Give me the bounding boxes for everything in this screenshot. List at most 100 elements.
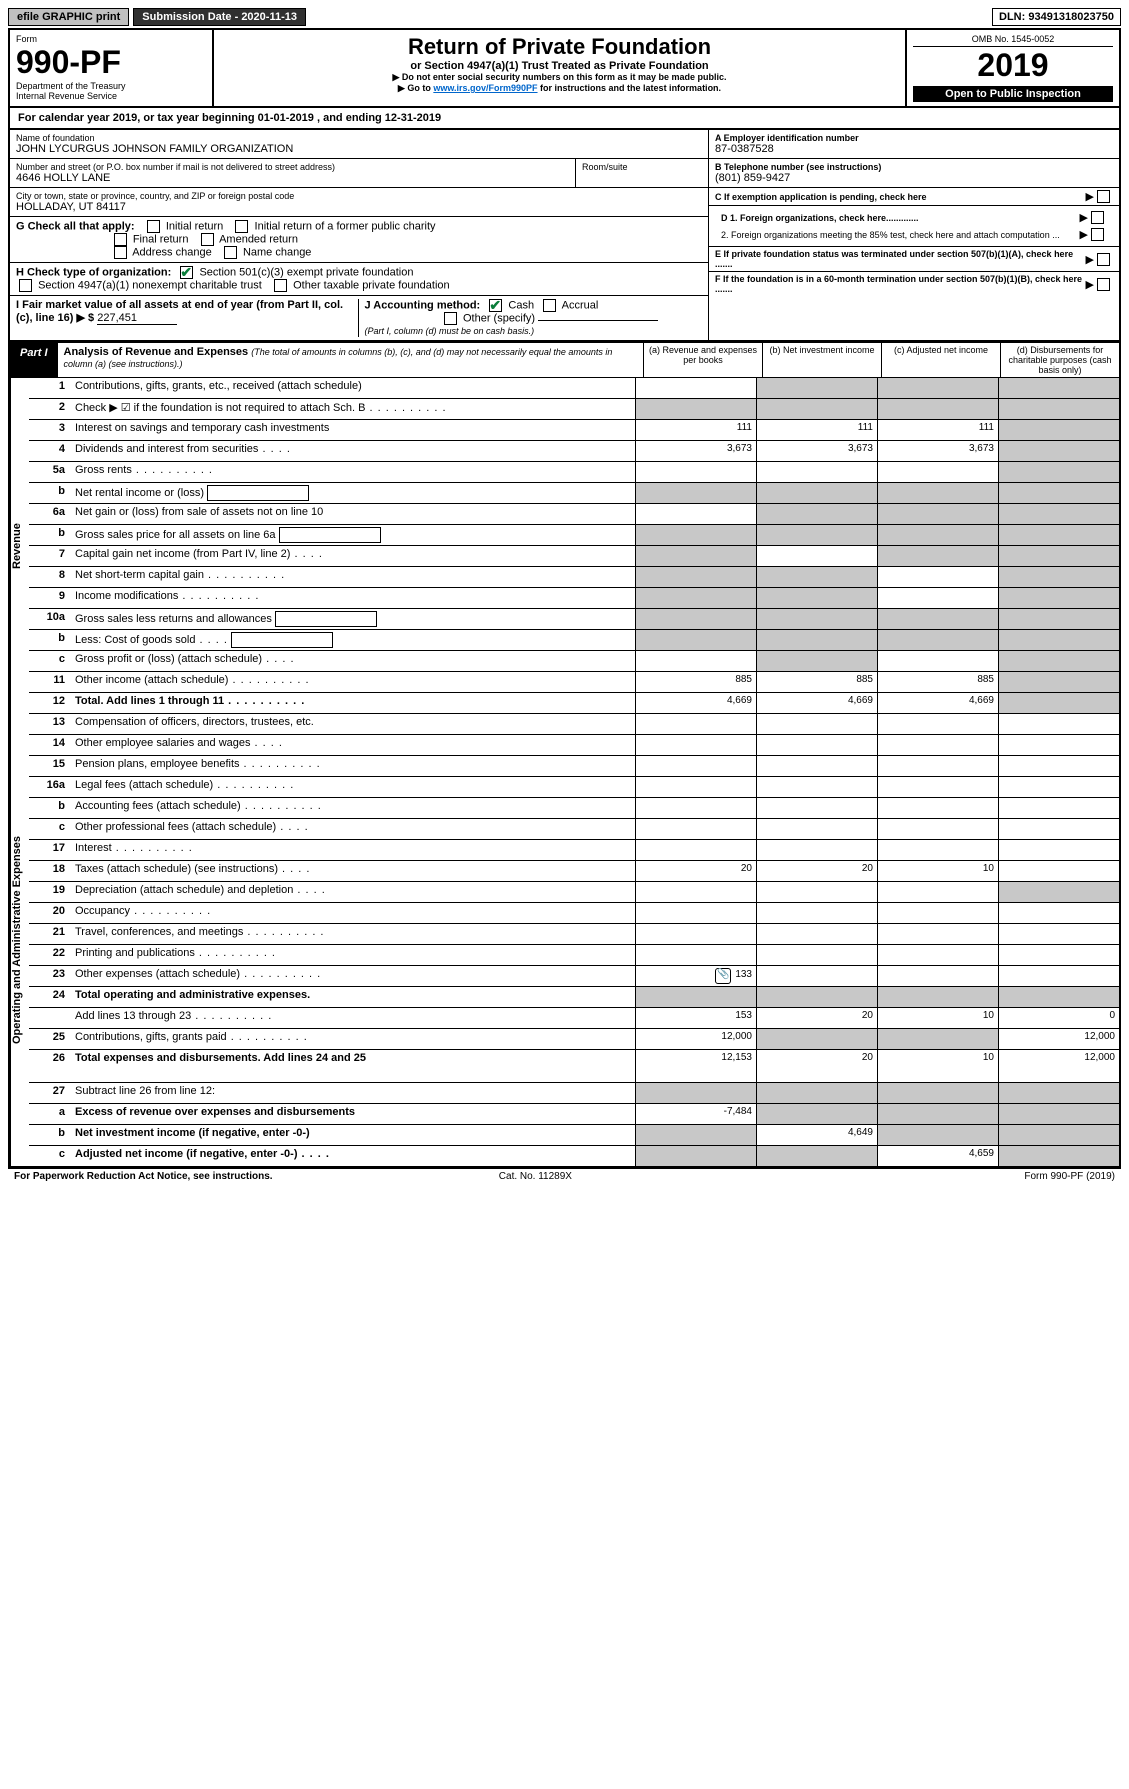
a-label: A Employer identification number bbox=[715, 133, 1113, 143]
d1-checkbox[interactable] bbox=[1091, 211, 1104, 224]
irs-link[interactable]: www.irs.gov/Form990PF bbox=[433, 83, 537, 93]
header-right: OMB No. 1545-0052 2019 Open to Public In… bbox=[905, 30, 1119, 106]
tax-year: 2019 bbox=[913, 47, 1113, 84]
line-18: Taxes (attach schedule) (see instruction… bbox=[71, 861, 635, 881]
form-number: 990-PF bbox=[16, 44, 206, 81]
line-27: Subtract line 26 from line 12: bbox=[71, 1083, 635, 1103]
b-label: B Telephone number (see instructions) bbox=[715, 162, 1113, 172]
line-7: Capital gain net income (from Part IV, l… bbox=[71, 546, 635, 566]
line-27a: Excess of revenue over expenses and disb… bbox=[71, 1104, 635, 1124]
attachment-icon[interactable]: 📎 bbox=[715, 968, 731, 984]
foundation-name: JOHN LYCURGUS JOHNSON FAMILY ORGANIZATIO… bbox=[16, 143, 702, 155]
other-specify-line bbox=[538, 320, 658, 321]
line-14: Other employee salaries and wages bbox=[71, 735, 635, 755]
cash-checkbox[interactable] bbox=[489, 299, 502, 312]
form-container: Form 990-PF Department of the Treasury I… bbox=[8, 28, 1121, 1168]
form-header: Form 990-PF Department of the Treasury I… bbox=[10, 30, 1119, 108]
g-opt-0: Initial return bbox=[166, 220, 223, 232]
top-bar: efile GRAPHIC print Submission Date - 20… bbox=[8, 8, 1121, 26]
form-subtitle: or Section 4947(a)(1) Trust Treated as P… bbox=[220, 60, 899, 72]
right-info-block: A Employer identification number 87-0387… bbox=[708, 130, 1119, 340]
e-checkbox[interactable] bbox=[1097, 253, 1110, 266]
line-10b: Less: Cost of goods sold bbox=[71, 630, 635, 650]
address-cell: Number and street (or P.O. box number if… bbox=[10, 159, 575, 187]
501c3-checkbox[interactable] bbox=[180, 266, 193, 279]
4947a1-checkbox[interactable] bbox=[19, 279, 32, 292]
other-method-checkbox[interactable] bbox=[444, 312, 457, 325]
h-label: H Check type of organization: bbox=[16, 266, 171, 278]
line-6b: Gross sales price for all assets on line… bbox=[71, 525, 635, 545]
line-26: Total expenses and disbursements. Add li… bbox=[71, 1050, 635, 1082]
city-label: City or town, state or province, country… bbox=[16, 191, 702, 201]
form-word: Form bbox=[16, 34, 206, 44]
amended-return-checkbox[interactable] bbox=[201, 233, 214, 246]
line-5b: Net rental income or (loss) bbox=[71, 483, 635, 503]
header-left: Form 990-PF Department of the Treasury I… bbox=[10, 30, 214, 106]
line-10c: Gross profit or (loss) (attach schedule) bbox=[71, 651, 635, 671]
line-22: Printing and publications bbox=[71, 945, 635, 965]
line-15: Pension plans, employee benefits bbox=[71, 756, 635, 776]
g-label: G Check all that apply: bbox=[16, 220, 135, 232]
city-cell: City or town, state or province, country… bbox=[10, 188, 708, 217]
line-20: Occupancy bbox=[71, 903, 635, 923]
ein-value: 87-0387528 bbox=[715, 143, 1113, 155]
line-11: Other income (attach schedule) bbox=[71, 672, 635, 692]
revenue-table: Revenue 1Contributions, gifts, grants, e… bbox=[10, 378, 1119, 714]
name-change-checkbox[interactable] bbox=[224, 246, 237, 259]
dept-label: Department of the Treasury bbox=[16, 81, 206, 91]
line-2: Check ▶ ☑ if the foundation is not requi… bbox=[71, 399, 635, 419]
line-27b: Net investment income (if negative, ente… bbox=[71, 1125, 635, 1145]
i-label: I Fair market value of all assets at end… bbox=[16, 299, 343, 324]
line-16a: Legal fees (attach schedule) bbox=[71, 777, 635, 797]
line-5a: Gross rents bbox=[71, 462, 635, 482]
line-24: Total operating and administrative expen… bbox=[71, 987, 635, 1007]
phone-value: (801) 859-9427 bbox=[715, 172, 1113, 184]
d-row: D 1. Foreign organizations, check here..… bbox=[709, 206, 1119, 247]
paperwork-notice: For Paperwork Reduction Act Notice, see … bbox=[14, 1171, 273, 1182]
ssn-note: ▶ Do not enter social security numbers o… bbox=[220, 72, 899, 83]
address-value: 4646 HOLLY LANE bbox=[16, 172, 569, 184]
h-opt-2: Section 4947(a)(1) nonexempt charitable … bbox=[38, 279, 262, 291]
part1-tag: Part I bbox=[10, 343, 58, 377]
c-text: C If exemption application is pending, c… bbox=[715, 192, 1086, 202]
j-other: Other (specify) bbox=[463, 312, 535, 324]
line-24b: Add lines 13 through 23 bbox=[71, 1008, 635, 1028]
expenses-side-label: Operating and Administrative Expenses bbox=[10, 714, 29, 1166]
other-taxable-checkbox[interactable] bbox=[274, 279, 287, 292]
address-change-checkbox[interactable] bbox=[114, 246, 127, 259]
f-checkbox[interactable] bbox=[1097, 278, 1110, 291]
d2-checkbox[interactable] bbox=[1091, 228, 1104, 241]
e-row: E If private foundation status was termi… bbox=[709, 247, 1119, 272]
d2-text: 2. Foreign organizations meeting the 85%… bbox=[721, 230, 1080, 240]
j-label: J Accounting method: bbox=[365, 299, 481, 311]
room-cell: Room/suite bbox=[575, 159, 708, 187]
g-opt-1: Initial return of a former public charit… bbox=[255, 220, 436, 232]
initial-former-checkbox[interactable] bbox=[235, 220, 248, 233]
final-return-checkbox[interactable] bbox=[114, 233, 127, 246]
dln-label: DLN: 93491318023750 bbox=[992, 8, 1121, 26]
address-label: Number and street (or P.O. box number if… bbox=[16, 162, 569, 172]
h-opt-1: Section 501(c)(3) exempt private foundat… bbox=[199, 266, 413, 278]
line-1: Contributions, gifts, grants, etc., rece… bbox=[71, 378, 635, 398]
col-b-header: (b) Net investment income bbox=[762, 343, 881, 377]
line-4: Dividends and interest from securities bbox=[71, 441, 635, 461]
foundation-name-cell: Name of foundation JOHN LYCURGUS JOHNSON… bbox=[10, 130, 708, 159]
catalog-number: Cat. No. 11289X bbox=[499, 1171, 572, 1182]
identity-block: Name of foundation JOHN LYCURGUS JOHNSON… bbox=[10, 130, 1119, 341]
line-12: Total. Add lines 1 through 11 bbox=[71, 693, 635, 713]
line-25: Contributions, gifts, grants paid bbox=[71, 1029, 635, 1049]
col-d-header: (d) Disbursements for charitable purpose… bbox=[1000, 343, 1119, 377]
name-label: Name of foundation bbox=[16, 133, 702, 143]
part1-header: Part I Analysis of Revenue and Expenses … bbox=[10, 341, 1119, 378]
j-accrual: Accrual bbox=[562, 299, 599, 311]
efile-button[interactable]: efile GRAPHIC print bbox=[8, 8, 129, 26]
line-9: Income modifications bbox=[71, 588, 635, 608]
line-17: Interest bbox=[71, 840, 635, 860]
initial-return-checkbox[interactable] bbox=[147, 220, 160, 233]
submission-date-button[interactable]: Submission Date - 2020-11-13 bbox=[133, 8, 306, 26]
c-checkbox[interactable] bbox=[1097, 190, 1110, 203]
col-c-header: (c) Adjusted net income bbox=[881, 343, 1000, 377]
g-opt-4: Address change bbox=[132, 246, 212, 258]
accrual-checkbox[interactable] bbox=[543, 299, 556, 312]
open-inspection-badge: Open to Public Inspection bbox=[913, 86, 1113, 102]
